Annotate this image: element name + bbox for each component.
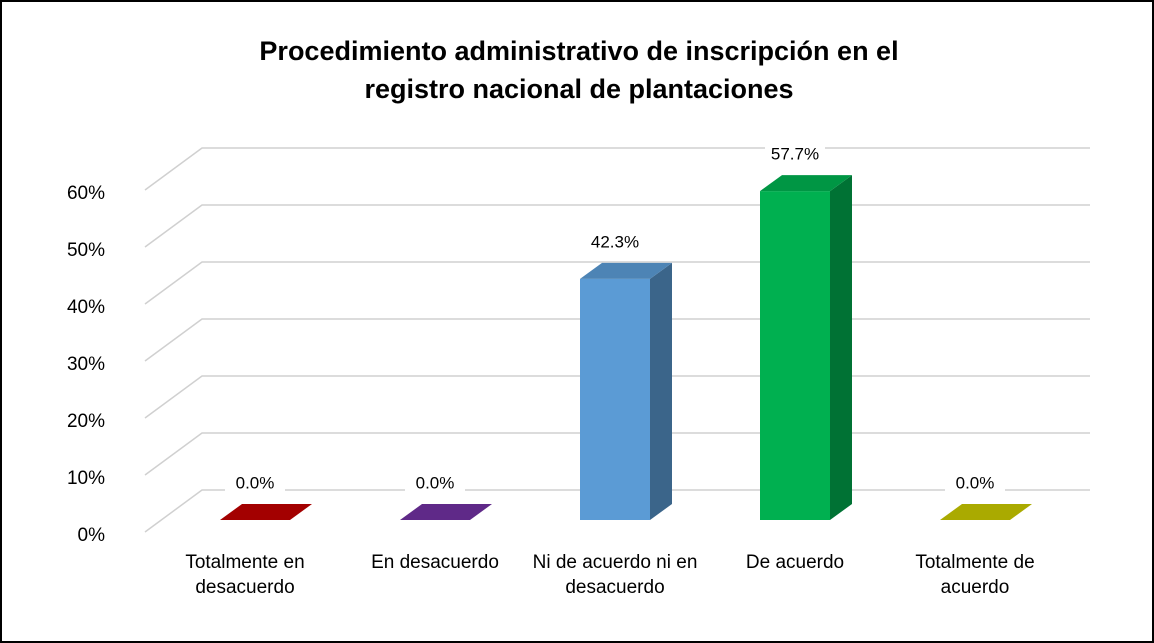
y-tick-label: 60%	[67, 183, 105, 204]
y-tick-label: 0%	[78, 525, 106, 546]
x-tick-label: Totalmente de acuerdo	[915, 552, 1035, 598]
value-label-bg	[945, 471, 1005, 497]
x-tick-label: Ni de acuerdo ni en desacuerdo	[532, 552, 698, 598]
y-tick-label: 20%	[67, 411, 105, 432]
x-tick-label: Totalmente en desacuerdo	[185, 552, 305, 598]
y-tick-label: 50%	[67, 240, 105, 261]
y-tick-label: 10%	[67, 468, 105, 489]
bar-front	[580, 278, 650, 520]
x-tick-label: De acuerdo	[745, 552, 845, 573]
value-label-bg	[405, 471, 465, 497]
bar	[760, 175, 852, 521]
bar	[400, 504, 492, 520]
bar	[220, 504, 312, 520]
y-tick-label: 40%	[67, 297, 105, 318]
bar-side	[830, 175, 852, 521]
value-label: 42.3%	[591, 232, 639, 251]
bar-top	[580, 262, 672, 279]
value-label-bg	[765, 142, 825, 169]
value-label: 57.7%	[771, 145, 819, 164]
y-tick-label: 30%	[67, 354, 105, 375]
bar-top	[940, 504, 1032, 520]
bar-side	[650, 262, 672, 520]
bar-top	[400, 504, 492, 520]
bar	[940, 504, 1032, 520]
x-tick-label: En desacuerdo	[371, 552, 499, 573]
bar-top	[760, 175, 852, 192]
grid-line	[144, 147, 1090, 191]
bar-top	[220, 504, 312, 520]
chart-title: Procedimiento administrativo de inscripc…	[259, 36, 899, 104]
value-label-bg	[585, 229, 645, 256]
value-label: 0.0%	[956, 473, 995, 492]
bar	[580, 262, 672, 520]
bar-front	[760, 191, 830, 521]
value-label: 0.0%	[416, 473, 455, 492]
value-label-bg	[225, 471, 285, 497]
value-label: 0.0%	[236, 473, 275, 492]
